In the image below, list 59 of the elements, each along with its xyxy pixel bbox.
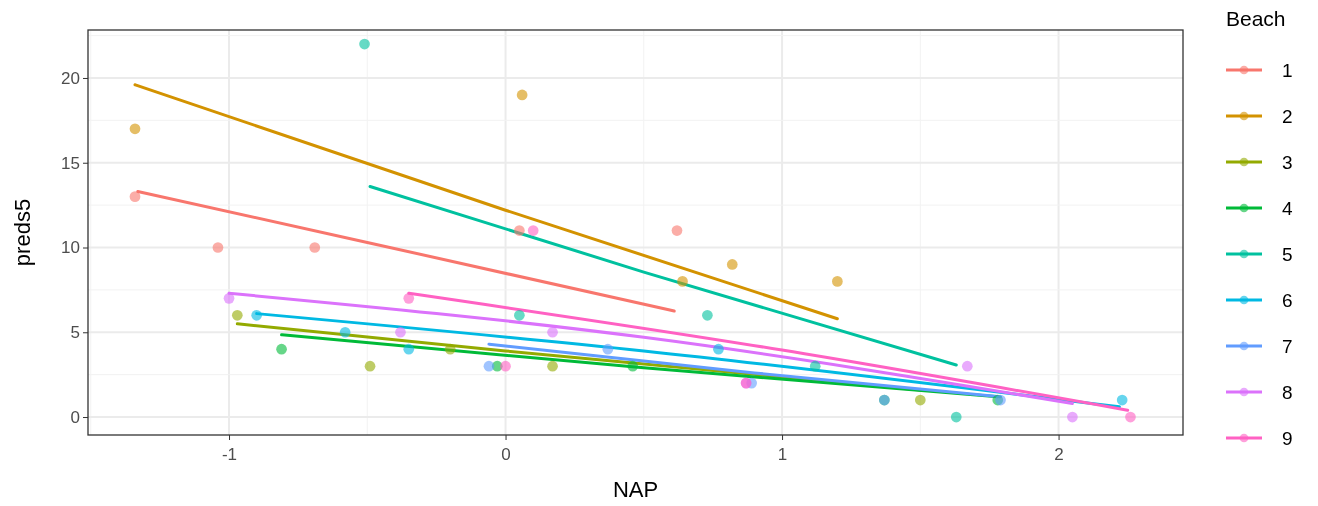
point	[309, 242, 321, 253]
legend-label: 1	[1282, 60, 1293, 81]
point	[403, 293, 415, 304]
point	[1125, 411, 1136, 423]
point	[339, 326, 351, 338]
point	[212, 242, 224, 253]
legend-title: Beach	[1226, 7, 1286, 30]
y-axis-title: preds5	[10, 198, 35, 267]
point	[627, 360, 639, 372]
legend-label: 6	[1282, 290, 1293, 311]
point	[547, 326, 558, 338]
point	[809, 360, 821, 372]
legend-label: 4	[1282, 198, 1293, 219]
point	[547, 360, 558, 372]
point	[223, 293, 235, 304]
point	[231, 309, 243, 321]
point	[527, 225, 539, 236]
y-tick-label: 5	[70, 323, 80, 343]
legend-label: 2	[1282, 106, 1293, 127]
point	[914, 394, 926, 406]
point	[961, 360, 973, 372]
point	[514, 309, 525, 321]
point	[726, 259, 738, 270]
point	[483, 360, 495, 372]
x-tick-label: 2	[1054, 445, 1064, 464]
legend-label: 9	[1282, 428, 1293, 449]
legend-label: 5	[1282, 244, 1293, 265]
point	[1067, 411, 1078, 423]
point	[713, 343, 724, 355]
point	[251, 309, 263, 321]
point	[359, 38, 370, 50]
y-tick-label: 10	[61, 238, 80, 258]
point	[444, 343, 456, 355]
point	[395, 326, 406, 338]
point	[671, 225, 683, 236]
y-tick-label: 15	[61, 153, 80, 173]
legend-label: 7	[1282, 336, 1293, 357]
point	[602, 343, 614, 355]
x-tick-label: 0	[501, 445, 511, 464]
point	[832, 276, 843, 287]
legend-label: 8	[1282, 382, 1293, 403]
x-tick-label: -1	[221, 445, 238, 464]
x-axis-title: NAP	[612, 477, 659, 502]
x-tick-label: 1	[777, 445, 788, 464]
point	[129, 191, 141, 202]
point	[129, 123, 141, 135]
point	[950, 411, 962, 423]
legend-label: 3	[1282, 152, 1293, 173]
point	[1116, 394, 1128, 406]
y-tick-label: 20	[61, 68, 80, 88]
point	[403, 343, 415, 355]
point	[276, 343, 287, 355]
point	[516, 89, 528, 101]
point	[677, 276, 688, 287]
point	[500, 360, 511, 372]
point	[702, 309, 713, 321]
point	[514, 225, 525, 236]
y-tick-label: 0	[70, 407, 80, 427]
point	[364, 360, 376, 372]
